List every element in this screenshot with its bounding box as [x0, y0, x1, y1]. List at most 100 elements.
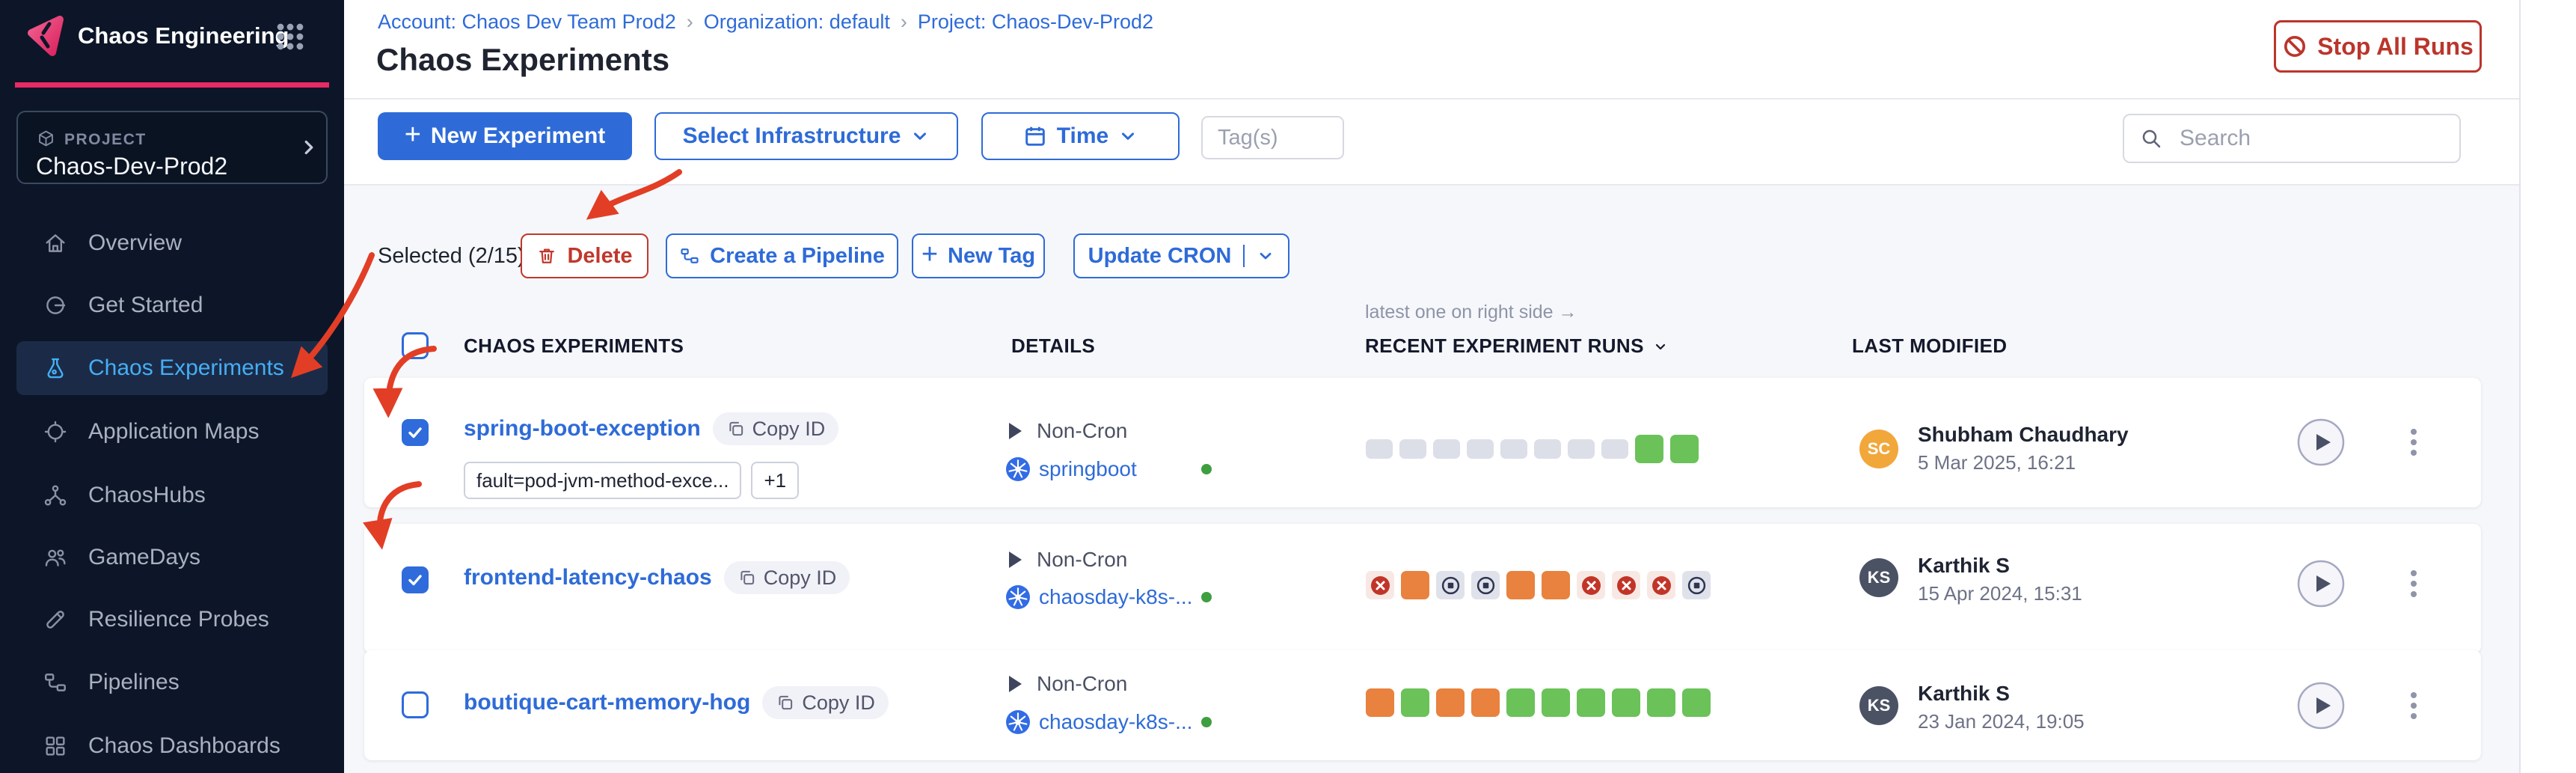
breadcrumb-account[interactable]: Account: Chaos Dev Team Prod2 — [378, 10, 676, 33]
infrastructure-link[interactable]: springboot — [1039, 457, 1137, 480]
copy-id-button[interactable]: Copy ID — [723, 561, 850, 594]
copy-id-button[interactable]: Copy ID — [762, 686, 889, 719]
breadcrumb-project[interactable]: Project: Chaos-Dev-Prod2 — [917, 10, 1154, 33]
run-status-passed[interactable] — [1647, 688, 1675, 717]
breadcrumb-organization[interactable]: Organization: default — [703, 10, 890, 33]
row-checkbox[interactable] — [402, 419, 429, 446]
run-status-running[interactable] — [1506, 571, 1535, 599]
row-checkbox[interactable] — [402, 566, 429, 593]
sidebar-item-chaos-dashboards[interactable]: Chaos Dashboards — [0, 719, 344, 773]
sidebar-item-label: Application Maps — [88, 419, 260, 444]
run-status-queued[interactable] — [1433, 439, 1460, 459]
pipeline-icon — [42, 669, 69, 696]
copy-id-button[interactable]: Copy ID — [712, 412, 839, 445]
select-all-checkbox[interactable] — [402, 332, 429, 359]
run-status-stopped[interactable] — [1471, 571, 1500, 599]
run-status-running[interactable] — [1366, 688, 1394, 717]
run-status-passed[interactable] — [1577, 688, 1605, 717]
recent-runs — [1366, 688, 1711, 717]
tag-overflow-chip[interactable]: +1 — [751, 462, 800, 499]
sidebar-item-chaoshubs[interactable]: ChaosHubs — [0, 468, 344, 522]
check-icon — [408, 575, 422, 586]
project-selector[interactable]: PROJECT Chaos-Dev-Prod2 — [16, 111, 328, 184]
sidebar-item-resilience-probes[interactable]: Resilience Probes — [0, 593, 344, 647]
schedule-expander[interactable]: Non-Cron — [1009, 548, 1127, 572]
run-status-passed[interactable] — [1635, 435, 1663, 463]
new-tag-button[interactable]: + New Tag — [912, 233, 1045, 278]
search-input[interactable] — [2123, 114, 2461, 163]
stop-all-runs-button[interactable]: Stop All Runs — [2274, 20, 2482, 73]
run-experiment-button[interactable] — [2297, 418, 2345, 470]
sidebar-item-gamedays[interactable]: GameDays — [0, 531, 344, 584]
run-status-stopped[interactable] — [1682, 571, 1711, 599]
search-box — [2123, 114, 2461, 163]
row-menu-button[interactable] — [2411, 570, 2417, 597]
modified-date: 15 Apr 2024, 15:31 — [1918, 582, 2082, 605]
run-status-passed[interactable] — [1401, 688, 1429, 717]
run-status-failed[interactable] — [1647, 571, 1675, 599]
schedule-expander[interactable]: Non-Cron — [1009, 419, 1127, 443]
sidebar-item-application-maps[interactable]: Application Maps — [0, 405, 344, 459]
avatar: KS — [1859, 558, 1898, 597]
run-status-stopped[interactable] — [1436, 571, 1465, 599]
run-status-passed[interactable] — [1670, 435, 1699, 463]
network-icon — [42, 482, 69, 509]
create-pipeline-button[interactable]: Create a Pipeline — [666, 233, 898, 278]
tags-filter-input[interactable] — [1201, 116, 1344, 159]
sidebar-item-overview[interactable]: Overview — [0, 216, 344, 270]
select-infrastructure-dropdown[interactable]: Select Infrastructure — [654, 112, 958, 160]
run-status-queued[interactable] — [1399, 439, 1426, 459]
run-status-queued[interactable] — [1366, 439, 1393, 459]
run-status-queued[interactable] — [1601, 439, 1628, 459]
avatar: SC — [1859, 430, 1898, 468]
kubernetes-icon — [1006, 457, 1030, 481]
column-header-runs[interactable]: RECENT EXPERIMENT RUNS — [1365, 334, 1669, 358]
sidebar-item-label: GameDays — [88, 545, 201, 569]
scrollbar-area[interactable] — [2519, 0, 2576, 773]
update-cron-dropdown[interactable]: Update CRON — [1073, 233, 1289, 278]
run-status-running[interactable] — [1401, 571, 1429, 599]
pipeline-icon — [679, 245, 700, 266]
run-status-queued[interactable] — [1467, 439, 1494, 459]
run-status-passed[interactable] — [1682, 688, 1711, 717]
sidebar-item-get-started[interactable]: Get Started — [0, 278, 344, 332]
new-experiment-button[interactable]: + New Experiment — [378, 112, 632, 160]
run-status-running[interactable] — [1542, 571, 1570, 599]
infrastructure-link[interactable]: chaosday-k8s-... — [1039, 710, 1193, 733]
run-status-running[interactable] — [1471, 688, 1500, 717]
module-grid-icon[interactable] — [274, 20, 307, 57]
schedule-expander[interactable]: Non-Cron — [1009, 672, 1127, 696]
sidebar-item-label: Chaos Experiments — [88, 355, 284, 380]
breadcrumb: Account: Chaos Dev Team Prod2 › Organiza… — [378, 10, 1153, 34]
run-experiment-button[interactable] — [2297, 682, 2345, 733]
run-status-passed[interactable] — [1506, 688, 1535, 717]
run-status-queued[interactable] — [1568, 439, 1595, 459]
column-header-details: DETAILS — [1011, 334, 1096, 357]
run-status-failed[interactable] — [1612, 571, 1640, 599]
tag-chip[interactable]: fault=pod-jvm-method-exce... — [464, 462, 742, 499]
experiment-name-link[interactable]: frontend-latency-chaos — [464, 565, 712, 590]
run-status-failed[interactable] — [1366, 571, 1394, 599]
row-checkbox[interactable] — [402, 691, 429, 718]
kubernetes-icon — [1006, 585, 1030, 609]
row-menu-button[interactable] — [2411, 692, 2417, 719]
run-status-passed[interactable] — [1542, 688, 1570, 717]
row-menu-button[interactable] — [2411, 429, 2417, 456]
run-status-running[interactable] — [1436, 688, 1465, 717]
experiment-name-link[interactable]: boutique-cart-memory-hog — [464, 690, 751, 715]
crosshair-icon — [42, 418, 69, 445]
run-status-queued[interactable] — [1500, 439, 1527, 459]
run-status-passed[interactable] — [1612, 688, 1640, 717]
time-filter-dropdown[interactable]: Time — [981, 112, 1180, 160]
trash-icon — [536, 245, 557, 266]
sidebar-item-pipelines[interactable]: Pipelines — [0, 656, 344, 709]
run-experiment-button[interactable] — [2297, 560, 2345, 611]
delete-button[interactable]: Delete — [521, 233, 648, 278]
infrastructure-link[interactable]: chaosday-k8s-... — [1039, 585, 1193, 608]
sidebar-item-chaos-experiments[interactable]: Chaos Experiments — [16, 341, 328, 395]
experiment-name-link[interactable]: spring-boot-exception — [464, 416, 701, 441]
page-title: Chaos Experiments — [376, 42, 670, 77]
run-status-queued[interactable] — [1534, 439, 1561, 459]
run-status-failed[interactable] — [1577, 571, 1605, 599]
